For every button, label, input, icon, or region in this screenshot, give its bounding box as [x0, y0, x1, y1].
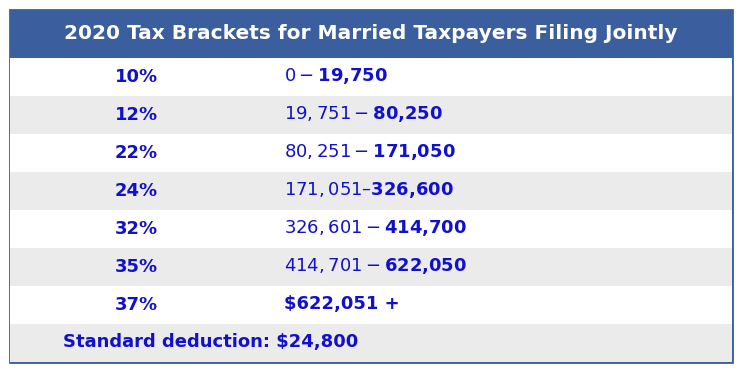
Bar — [10, 58, 732, 95]
Text: 35%: 35% — [115, 257, 158, 276]
Bar — [10, 95, 732, 134]
Text: 2020 Tax Brackets for Married Taxpayers Filing Jointly: 2020 Tax Brackets for Married Taxpayers … — [65, 24, 677, 43]
Text: Standard deduction: $24,800: Standard deduction: $24,800 — [63, 334, 358, 351]
Bar — [10, 171, 732, 210]
Bar — [10, 134, 732, 171]
Text: 22%: 22% — [115, 144, 158, 161]
Text: $326,601 - $414,700: $326,601 - $414,700 — [284, 219, 467, 239]
Bar — [10, 210, 732, 247]
Text: 37%: 37% — [115, 295, 158, 313]
Text: $0 - $19,750: $0 - $19,750 — [284, 66, 389, 86]
Text: 12%: 12% — [115, 105, 158, 124]
Bar — [10, 247, 732, 286]
Text: 10%: 10% — [115, 68, 158, 85]
Text: $80,251 - $171,050: $80,251 - $171,050 — [284, 142, 456, 162]
Bar — [10, 10, 732, 58]
Bar — [10, 324, 732, 361]
Text: $414,701 - $622,050: $414,701 - $622,050 — [284, 256, 467, 276]
Text: $622,051 +: $622,051 + — [284, 295, 400, 313]
Text: $171,051 – $326,600: $171,051 – $326,600 — [284, 181, 454, 200]
Bar — [10, 286, 732, 324]
Text: 32%: 32% — [115, 220, 158, 237]
Text: 24%: 24% — [115, 181, 158, 200]
Text: $19,751 - $80,250: $19,751 - $80,250 — [284, 105, 444, 125]
